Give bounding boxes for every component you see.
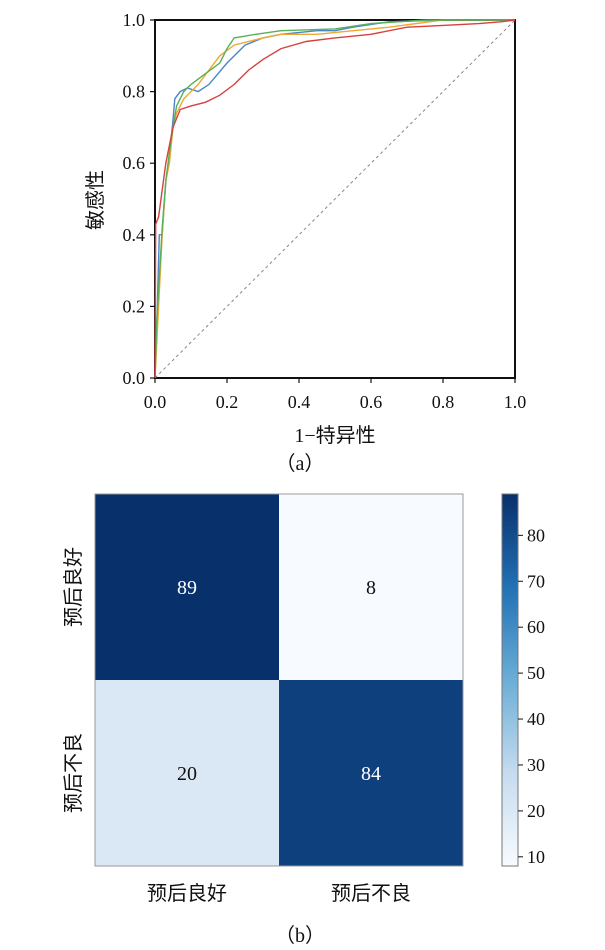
confusion-matrix-cell-value: 89 — [177, 577, 197, 599]
roc-panel: 0.0 0.2 0.4 0.6 0.8 1.0 0.0 0.2 0.4 0.6 0.8 1.0 1−… — [84, 10, 526, 475]
roc-x-tick-label: 0.8 — [432, 392, 455, 412]
roc-y-tick-label: 0.8 — [123, 82, 146, 102]
colorbar-tick-label: 70 — [527, 571, 545, 591]
roc-x-tick-label: 0.2 — [216, 392, 239, 412]
confusion-matrix-cells: 89 8 20 84 — [95, 494, 463, 866]
confusion-matrix-cell-value: 20 — [177, 763, 197, 785]
confusion-matrix-col-label: 预后不良 — [331, 882, 411, 905]
confusion-matrix-row-label: 预后良好 — [62, 547, 85, 627]
confusion-matrix-col-labels: 预后良好 预后不良 — [147, 882, 411, 905]
colorbar-ticks: 10 20 30 40 50 60 70 80 — [518, 525, 545, 867]
roc-y-tick-label: 0.4 — [123, 225, 146, 245]
roc-y-axis-label: 敏感性 — [84, 170, 107, 230]
colorbar — [501, 493, 519, 867]
roc-reference-diagonal — [154, 19, 516, 379]
panel-b-caption: （b） — [275, 924, 325, 947]
confusion-matrix-col-label: 预后良好 — [147, 882, 227, 905]
roc-x-ticks: 0.0 0.2 0.4 0.6 0.8 1.0 — [144, 378, 527, 412]
confusion-matrix-row-label: 预后不良 — [62, 733, 85, 813]
confusion-matrix-cell — [279, 680, 463, 866]
roc-y-ticks: 0.0 0.2 0.4 0.6 0.8 1.0 — [123, 10, 155, 388]
confusion-matrix-cell — [95, 680, 279, 866]
colorbar-tick-label: 80 — [527, 525, 545, 545]
confusion-matrix-cell — [95, 494, 279, 680]
confusion-matrix-cell — [279, 494, 463, 680]
roc-y-tick-label: 0.6 — [123, 153, 146, 173]
roc-x-tick-label: 1.0 — [504, 392, 527, 412]
roc-y-tick-label: 1.0 — [123, 10, 146, 30]
roc-series-3-line — [154, 19, 515, 379]
confusion-matrix-frame — [94, 493, 464, 867]
roc-x-tick-label: 0.4 — [288, 392, 311, 412]
panel-a-caption: （a） — [276, 452, 325, 475]
colorbar-tick-label: 40 — [527, 709, 545, 729]
colorbar-tick-label: 60 — [527, 617, 545, 637]
roc-y-tick-label: 0.0 — [123, 368, 146, 388]
roc-series-4-line — [154, 19, 516, 379]
roc-x-tick-label: 0.0 — [144, 392, 167, 412]
confusion-matrix-cell-value: 8 — [366, 577, 376, 599]
roc-y-tick-label: 0.2 — [123, 296, 146, 316]
colorbar-tick-label: 10 — [527, 847, 545, 867]
roc-x-axis-label: 1−特异性 — [294, 424, 375, 447]
roc-x-tick-label: 0.6 — [360, 392, 383, 412]
roc-series-group — [154, 19, 516, 379]
confusion-matrix-cell-value: 84 — [361, 763, 381, 785]
colorbar-tick-label: 30 — [527, 755, 545, 775]
colorbar-tick-label: 50 — [527, 663, 545, 683]
colorbar-tick-label: 20 — [527, 801, 545, 821]
roc-plot-frame — [154, 19, 516, 379]
